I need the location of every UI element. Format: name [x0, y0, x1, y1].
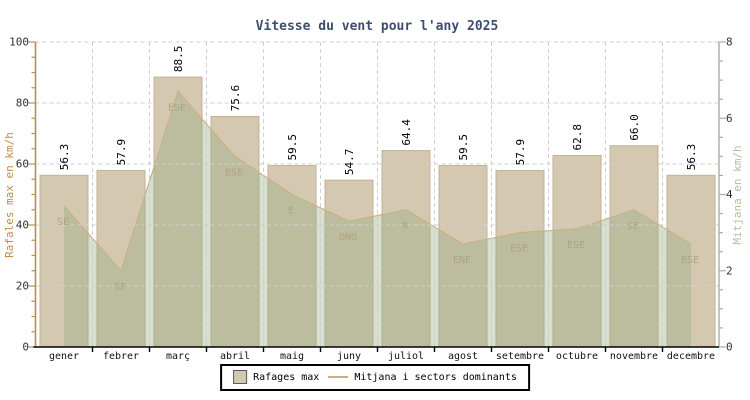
bar-swatch-icon [233, 370, 248, 384]
month-label-novembre: novembre [610, 351, 658, 362]
line-swatch-icon [328, 376, 349, 378]
legend-item-gusts: Rafages max [233, 370, 319, 384]
month-label-agost: agost [448, 351, 478, 362]
left-tick-label-0: 0 [22, 341, 29, 354]
bar-maig [267, 165, 317, 348]
sector-label-juny: ONO [339, 232, 357, 243]
sector-label-agost: ENE [453, 255, 471, 266]
legend-label-mean: Mitjana i sectors dominants [354, 371, 517, 383]
month-label-juny: juny [337, 351, 361, 362]
bars-layer [39, 76, 716, 348]
left-axis-title: Rafales max en km/h [3, 132, 16, 258]
sector-label-novembre: SE [627, 221, 639, 232]
left-tick-label-100: 100 [9, 36, 29, 49]
gust-value-label-maig: 59.5 [286, 134, 299, 161]
right-tick-label-2: 2 [726, 264, 733, 277]
bar-decembre [666, 174, 716, 348]
legend: Rafages max Mitjana i sectors dominants [220, 364, 530, 391]
sector-label-abril: ESE [225, 167, 243, 178]
right-axis-title: Mitjana en km/h [731, 145, 744, 244]
labels-layer: 0 20 40 60 80 100 0 2 4 6 8 gener febrer març abril mai… [9, 36, 733, 363]
legend-label-gusts: Rafages max [253, 371, 320, 383]
left-tick-label-40: 40 [16, 219, 29, 232]
bar-març [153, 76, 203, 348]
left-tick-label-20: 20 [16, 280, 29, 293]
gust-value-label-març: 88.5 [172, 46, 185, 73]
gust-value-label-abril: 75.6 [229, 85, 242, 112]
sector-label-setembre: ESE [510, 244, 528, 255]
chart-title: Vitesse du vent pour l'any 2025 [256, 19, 499, 34]
gust-value-label-decembre: 56.3 [685, 144, 698, 171]
month-label-gener: gener [49, 351, 79, 362]
month-label-octubre: octubre [556, 351, 598, 362]
bar-novembre [609, 145, 659, 348]
gust-value-label-juny: 54.7 [343, 149, 356, 176]
bar-febrer [96, 169, 146, 348]
sector-label-febrer: SE [114, 282, 126, 293]
gust-value-label-novembre: 66.0 [628, 114, 641, 141]
left-tick-label-60: 60 [16, 158, 29, 171]
gust-value-label-juliol: 64.4 [400, 119, 413, 146]
gust-value-label-setembre: 57.9 [514, 139, 527, 166]
bar-gener [39, 174, 89, 348]
bar-octubre [552, 154, 602, 348]
sector-label-octubre: ESE [567, 240, 585, 251]
right-tick-label-6: 6 [726, 112, 733, 125]
right-tick-label-4: 4 [726, 188, 733, 201]
sector-label-gener: SE [57, 217, 69, 228]
sector-label-decembre: ESE [681, 255, 699, 266]
gust-value-label-octubre: 62.8 [571, 124, 584, 151]
month-label-juliol: juliol [388, 351, 424, 362]
legend-item-mean: Mitjana i sectors dominants [328, 372, 517, 383]
gust-value-label-agost: 59.5 [457, 134, 470, 161]
bar-abril [210, 115, 260, 348]
month-label-febrer: febrer [103, 351, 139, 362]
gridlines-layer [35, 41, 719, 347]
right-tick-label-8: 8 [726, 36, 733, 49]
bar-agost [438, 165, 488, 348]
sector-label-juliol: N [402, 221, 408, 232]
left-tick-label-80: 80 [16, 97, 29, 110]
gust-value-label-gener: 56.3 [58, 144, 71, 171]
month-label-setembre: setembre [496, 351, 544, 362]
sector-label-maig: E [288, 206, 294, 217]
bar-juny [324, 179, 374, 348]
mean-wind-line [63, 90, 692, 272]
month-label-març: març [166, 351, 190, 362]
axes-layer [28, 41, 726, 352]
month-label-abril: abril [220, 351, 250, 362]
month-label-decembre: decembre [667, 351, 715, 362]
right-tick-label-0: 0 [726, 341, 733, 354]
gust-value-label-febrer: 57.9 [115, 139, 128, 166]
sector-label-març: ESE [168, 103, 186, 114]
month-label-maig: maig [280, 351, 304, 362]
